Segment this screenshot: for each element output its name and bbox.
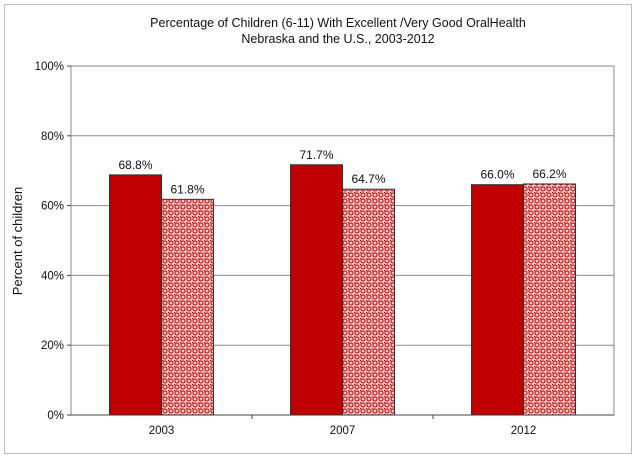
x-tick-label: 2003 (149, 425, 175, 437)
chart-subtitle: Nebraska and the U.S., 2003-2012 (241, 32, 434, 46)
data-label: 66.0% (480, 168, 514, 182)
y-tick-label: 60% (41, 201, 64, 213)
data-label: 66.2% (532, 167, 566, 181)
data-label: 68.8% (118, 158, 152, 172)
bar (471, 184, 524, 416)
bar (161, 198, 214, 416)
bar (109, 174, 162, 416)
data-label: 61.8% (170, 182, 204, 196)
bar (290, 164, 343, 416)
y-tick-label: 80% (41, 131, 64, 143)
plot-area: 0% 20% 40% 60% 80% 100% 2003 68.8% 61.8% 2007 71.7… (35, 61, 615, 437)
y-axis-label: Percent of children (10, 187, 25, 295)
y-tick-label: 40% (41, 270, 64, 282)
x-tick-label: 2007 (330, 425, 356, 437)
chart-title: Percentage of Children (6-11) With Excel… (150, 16, 526, 30)
data-label: 71.7% (299, 148, 333, 162)
y-tick-label: 0% (47, 410, 64, 422)
bar (342, 188, 395, 416)
bar (523, 183, 576, 416)
x-tick-label: 2012 (511, 425, 537, 437)
y-tick-label: 20% (41, 340, 64, 352)
y-tick-label: 100% (35, 61, 64, 73)
data-label: 64.7% (351, 172, 385, 186)
